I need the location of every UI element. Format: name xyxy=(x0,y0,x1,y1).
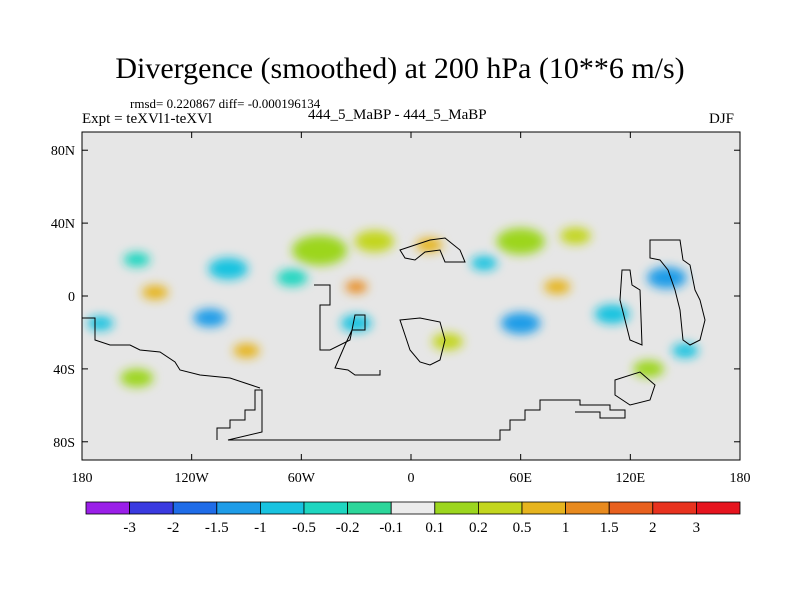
colorbar-label: -2 xyxy=(167,520,180,536)
center-label: 444_5_MaBP - 444_5_MaBP xyxy=(308,107,487,123)
divergence-region xyxy=(432,333,463,350)
divergence-region xyxy=(500,312,541,335)
colorbar-swatch xyxy=(608,501,654,515)
divergence-region xyxy=(354,230,395,253)
colorbar-label: 2 xyxy=(649,520,657,536)
divergence-region xyxy=(633,360,664,378)
divergence-region xyxy=(544,279,571,295)
colorbar-label: 0.5 xyxy=(513,520,532,536)
colorbar-label: -1.5 xyxy=(205,520,229,536)
divergence-region xyxy=(292,235,348,266)
colorbar-swatch xyxy=(259,501,305,515)
colorbar-swatch xyxy=(390,501,436,515)
coastline-asia-east xyxy=(619,269,643,346)
stats-text: rmsd= 0.220867 diff= -0.000196134 xyxy=(130,96,321,111)
colorbar-label: 1 xyxy=(562,520,570,536)
colorbar-label: -0.5 xyxy=(292,520,316,536)
divergence-region xyxy=(340,314,372,332)
colorbar-label: -0.2 xyxy=(336,520,360,536)
coastline-north-america xyxy=(82,317,261,389)
colorbar-swatch xyxy=(477,501,523,515)
colorbar-label: -1 xyxy=(254,520,267,536)
coastline-south-america xyxy=(314,284,381,376)
y-tick-label: 80N xyxy=(51,144,75,159)
chart-title: Divergence (smoothed) at 200 hPa (10**6 … xyxy=(115,52,685,85)
colorbar-swatch xyxy=(216,501,261,515)
x-tick-label: 0 xyxy=(408,471,415,486)
divergence-region xyxy=(496,228,545,255)
coastline-africa xyxy=(399,317,446,366)
colorbar-swatch xyxy=(565,501,610,515)
divergence-region xyxy=(233,343,260,358)
divergence-region xyxy=(141,285,169,300)
map-background xyxy=(82,132,740,460)
divergence-region xyxy=(672,343,699,358)
colorbar-label: 0.2 xyxy=(469,520,488,536)
experiment-label: Expt = teXVl1-teXVl xyxy=(82,111,213,127)
divergence-region xyxy=(276,269,308,287)
divergence-region xyxy=(560,227,591,245)
colorbar-swatch xyxy=(172,501,218,515)
colorbar-label: -3 xyxy=(123,520,136,536)
divergence-region xyxy=(470,256,498,271)
season-label: DJF xyxy=(709,111,735,127)
coastline-australia xyxy=(614,371,656,406)
divergence-region xyxy=(208,257,248,280)
divergence-region xyxy=(345,280,368,293)
colorbar-label: 1.5 xyxy=(600,520,619,536)
colorbar-label: 3 xyxy=(693,520,701,536)
colorbar-swatch xyxy=(303,501,348,515)
colorbar-swatch xyxy=(129,501,174,515)
divergence-region xyxy=(647,267,687,289)
y-tick-label: 40S xyxy=(53,363,75,378)
colorbar-swatch xyxy=(696,501,741,515)
x-tick-label: 60W xyxy=(288,471,316,486)
divergence-region xyxy=(120,369,154,387)
colorbar-swatch xyxy=(85,501,130,515)
divergence-region xyxy=(87,316,114,331)
colorbar-swatch xyxy=(434,501,479,515)
y-tick-label: 0 xyxy=(68,290,75,305)
x-tick-label: 180 xyxy=(730,471,751,486)
coastline-antarctica xyxy=(216,389,626,441)
divergence-region xyxy=(123,252,150,267)
x-tick-label: 60E xyxy=(509,471,532,486)
colorbar-swatch xyxy=(521,501,566,515)
coastline-east-border xyxy=(649,239,706,346)
y-tick-label: 80S xyxy=(53,436,75,451)
colorbar-label: -0.1 xyxy=(379,520,403,536)
colorbar-label: 0.1 xyxy=(425,520,444,536)
colorbar-swatch xyxy=(347,501,392,515)
divergence-region xyxy=(594,304,630,324)
x-tick-label: 120W xyxy=(175,471,210,486)
coastline-eurasia xyxy=(399,237,466,263)
x-tick-label: 120E xyxy=(616,471,646,486)
x-tick-label: 180 xyxy=(72,471,93,486)
colorbar-swatch xyxy=(652,501,697,515)
divergence-region xyxy=(193,308,227,327)
divergence-region xyxy=(416,237,443,253)
y-tick-label: 40N xyxy=(51,217,75,232)
